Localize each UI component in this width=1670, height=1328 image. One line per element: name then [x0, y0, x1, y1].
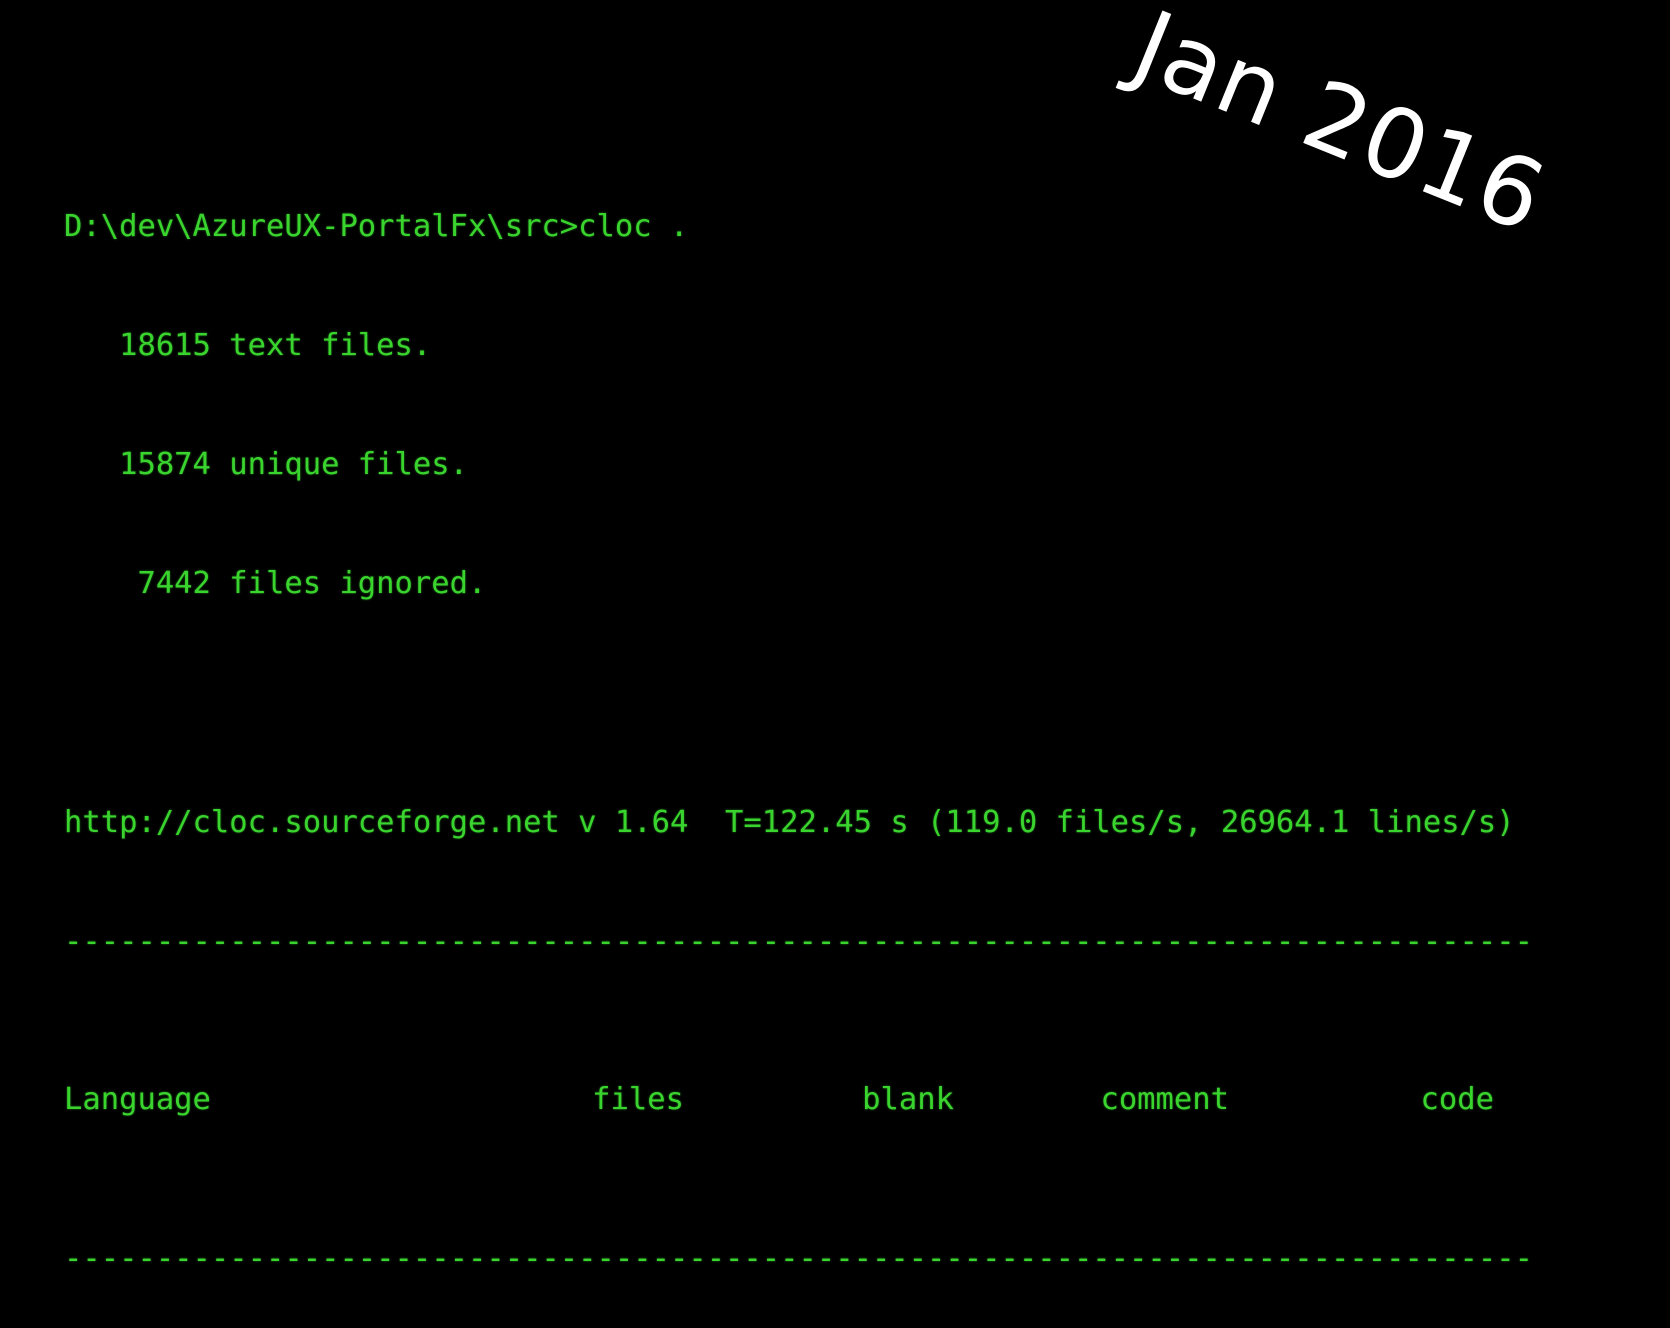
header-code: code	[1420, 1082, 1494, 1118]
cloc-version-line: http://cloc.sourceforge.net v 1.64 T=122…	[64, 804, 1515, 840]
separator-top: ----------------------------------------…	[64, 923, 1534, 959]
console-output: D:\dev\AzureUX-PortalFx\src>cloc . 18615…	[64, 88, 1564, 1328]
table-header-row: Language files blank comment code	[64, 1080, 1564, 1120]
spacer-line	[64, 683, 1564, 723]
text-files-count-line: 18615 text files.	[64, 328, 432, 364]
command-prompt-line: D:\dev\AzureUX-PortalFx\src>cloc .	[64, 209, 689, 245]
ignored-files-count-line: 7442 files ignored.	[64, 566, 487, 602]
unique-files-count-line: 15874 unique files.	[64, 447, 468, 483]
header-language: Language	[64, 1082, 211, 1118]
header-blank: blank	[862, 1082, 954, 1118]
header-comment: comment	[1100, 1082, 1229, 1118]
header-files: files	[592, 1082, 684, 1118]
separator-header: ----------------------------------------…	[64, 1241, 1534, 1277]
